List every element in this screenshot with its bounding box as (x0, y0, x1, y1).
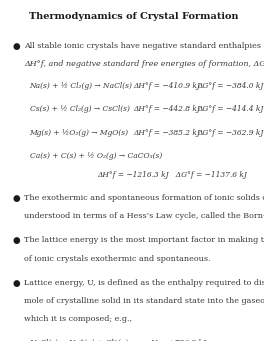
Text: mole of crystalline solid in its standard state into the gaseous ions of: mole of crystalline solid in its standar… (25, 297, 264, 305)
Text: U = +786.8 kJ: U = +786.8 kJ (151, 339, 206, 341)
Text: which it is composed; e.g.,: which it is composed; e.g., (25, 315, 133, 323)
Text: ΔH°f = −1216.3 kJ   ΔG°f = −1137.6 kJ: ΔH°f = −1216.3 kJ ΔG°f = −1137.6 kJ (97, 170, 247, 179)
Text: ●: ● (13, 236, 21, 245)
Text: ●: ● (13, 42, 21, 50)
Text: The lattice energy is the most important factor in making the formation: The lattice energy is the most important… (25, 236, 264, 244)
Text: ΔH°f = −385.2 kJ: ΔH°f = −385.2 kJ (133, 129, 200, 137)
Text: ΔH°f, and negative standard free energies of formation, ΔG°f.: ΔH°f, and negative standard free energie… (25, 60, 264, 68)
Text: Cs(s) + ½ Cl₂(g) → CsCl(s): Cs(s) + ½ Cl₂(g) → CsCl(s) (30, 105, 129, 114)
Text: understood in terms of a Hess’s Law cycle, called the Born-Haber cycle.: understood in terms of a Hess’s Law cycl… (25, 212, 264, 220)
Text: Ca(s) + C(s) + ½ O₂(g) → CaCO₃(s): Ca(s) + C(s) + ½ O₂(g) → CaCO₃(s) (30, 152, 162, 160)
Text: of ionic crystals exothermic and spontaneous.: of ionic crystals exothermic and spontan… (25, 255, 211, 263)
Text: Lattice energy, U, is defined as the enthalpy required to dissociate one: Lattice energy, U, is defined as the ent… (25, 279, 264, 286)
Text: ΔG°f = −384.0 kJ: ΔG°f = −384.0 kJ (197, 82, 264, 90)
Text: Mg(s) + ½O₂(g) → MgO(s): Mg(s) + ½O₂(g) → MgO(s) (30, 129, 129, 137)
Text: The exothermic and spontaneous formation of ionic solids can be: The exothermic and spontaneous formation… (25, 194, 264, 202)
Text: ΔH°f = −410.9 kJ: ΔH°f = −410.9 kJ (133, 82, 200, 90)
Text: ●: ● (13, 194, 21, 203)
Text: All stable ionic crystals have negative standard enthalpies of formation,: All stable ionic crystals have negative … (25, 42, 264, 49)
Text: ΔH°f = −442.8 kJ: ΔH°f = −442.8 kJ (133, 105, 200, 114)
Text: Thermodynamics of Crystal Formation: Thermodynamics of Crystal Formation (29, 12, 238, 21)
Text: ●: ● (13, 279, 21, 287)
Text: ΔG°f = −414.4 kJ: ΔG°f = −414.4 kJ (197, 105, 264, 114)
Text: Na(s) + ½ Cl₂(g) → NaCl(s): Na(s) + ½ Cl₂(g) → NaCl(s) (30, 82, 133, 90)
Text: NaCl(s) → Na⁺(g) + Cl⁻(g): NaCl(s) → Na⁺(g) + Cl⁻(g) (30, 339, 129, 341)
Text: ΔG°f = −362.9 kJ: ΔG°f = −362.9 kJ (197, 129, 264, 137)
